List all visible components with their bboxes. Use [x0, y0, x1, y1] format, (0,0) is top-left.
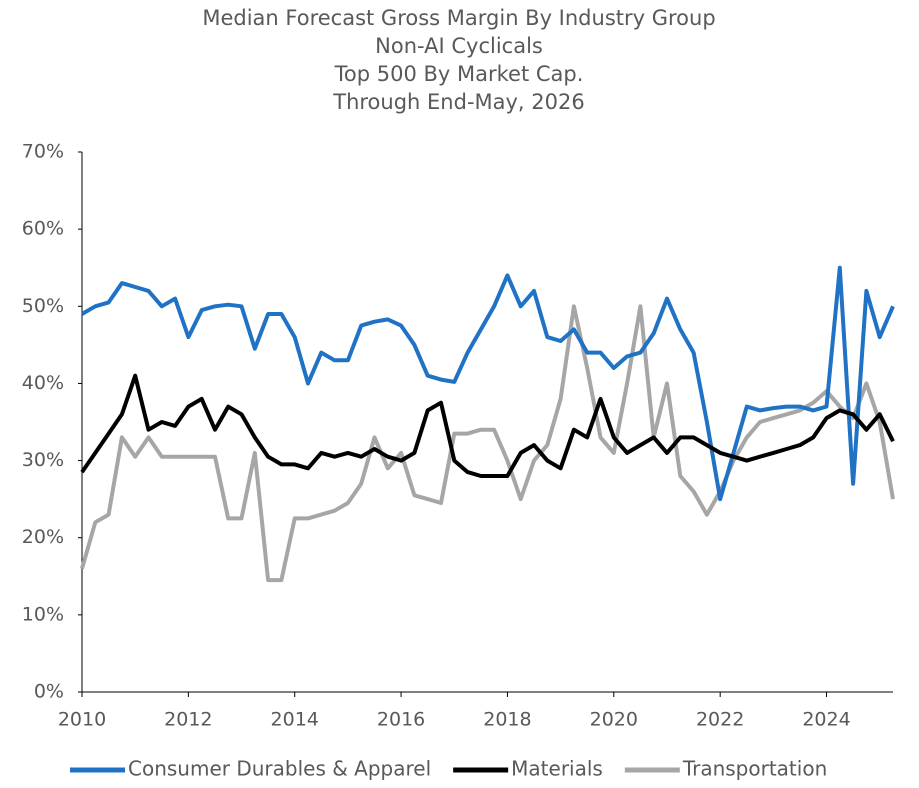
legend-label: Consumer Durables & Apparel: [128, 757, 431, 781]
y-tick-label: 20%: [22, 526, 64, 548]
x-tick-label: 2010: [58, 709, 106, 731]
y-tick-label: 50%: [22, 295, 64, 317]
y-tick-label: 40%: [22, 372, 64, 394]
x-tick-label: 2024: [802, 709, 850, 731]
series-line: [80, 304, 895, 583]
x-tick-label: 2016: [377, 709, 425, 731]
y-tick-label: 0%: [34, 681, 64, 703]
chart-title: Through End-May, 2026: [332, 90, 584, 114]
y-tick-label: 10%: [22, 603, 64, 625]
y-tick-label: 70%: [22, 141, 64, 163]
series-line: [80, 373, 895, 478]
y-tick-label: 30%: [22, 449, 64, 471]
chart-title: Median Forecast Gross Margin By Industry…: [202, 6, 715, 30]
series-line: [80, 265, 895, 502]
chart-title: Non-AI Cyclicals: [375, 34, 543, 58]
x-tick-label: 2022: [696, 709, 744, 731]
x-tick-label: 2014: [271, 709, 319, 731]
legend-label: Materials: [511, 757, 603, 781]
x-tick-label: 2020: [590, 709, 638, 731]
y-tick-label: 60%: [22, 218, 64, 240]
x-tick-label: 2018: [483, 709, 531, 731]
chart-title: Top 500 By Market Cap.: [334, 62, 584, 86]
legend-label: Transportation: [682, 757, 827, 781]
x-tick-label: 2012: [164, 709, 212, 731]
